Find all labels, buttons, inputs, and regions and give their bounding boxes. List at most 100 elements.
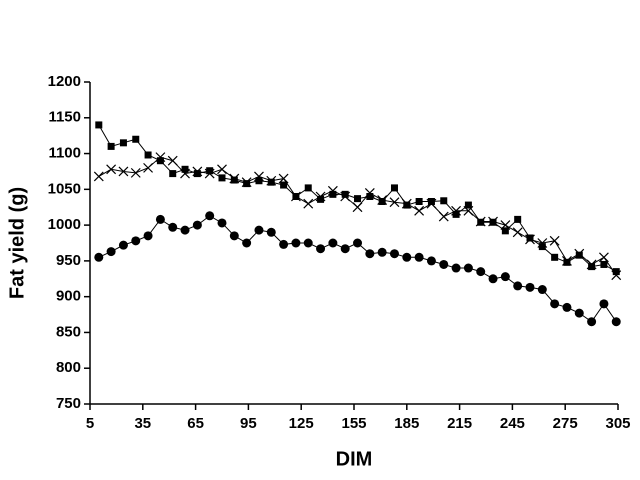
x-axis-label: DIM — [336, 448, 373, 470]
x-tick-label: 35 — [134, 415, 151, 432]
marker — [205, 211, 215, 221]
marker — [525, 234, 535, 245]
marker — [464, 201, 472, 209]
marker — [218, 174, 226, 182]
marker — [514, 215, 522, 223]
marker — [488, 216, 498, 227]
marker — [181, 165, 189, 173]
marker — [599, 299, 609, 309]
y-tick-label: 1100 — [48, 145, 81, 162]
marker — [500, 272, 510, 282]
marker — [107, 142, 115, 150]
marker — [168, 222, 178, 232]
marker — [229, 231, 239, 241]
marker — [365, 249, 375, 259]
marker — [192, 220, 202, 230]
marker — [340, 244, 350, 254]
marker — [427, 197, 435, 205]
marker — [414, 252, 424, 262]
marker — [204, 168, 215, 179]
marker — [316, 244, 326, 254]
x-tick-label: 155 — [341, 415, 366, 432]
marker — [476, 267, 486, 277]
marker — [243, 180, 251, 188]
marker — [611, 270, 622, 281]
marker — [588, 263, 596, 271]
marker — [598, 252, 609, 263]
marker — [279, 239, 289, 249]
marker — [525, 282, 535, 292]
marker — [364, 187, 375, 198]
marker — [304, 184, 312, 192]
marker — [206, 167, 214, 175]
marker — [500, 220, 511, 231]
x-tick-label: 185 — [394, 415, 419, 432]
marker — [611, 317, 621, 327]
marker — [586, 259, 597, 270]
marker — [180, 225, 190, 235]
marker — [290, 191, 301, 202]
marker — [278, 173, 289, 184]
marker — [180, 168, 190, 179]
marker — [118, 240, 128, 250]
marker — [463, 263, 473, 273]
marker — [549, 235, 560, 246]
marker — [378, 197, 386, 205]
y-tick-label: 800 — [56, 359, 81, 376]
marker — [303, 238, 313, 248]
marker — [513, 281, 523, 291]
marker — [402, 252, 412, 262]
marker — [106, 164, 117, 175]
marker — [156, 157, 164, 165]
marker — [93, 171, 104, 182]
y-tick-label: 1000 — [48, 216, 81, 233]
marker — [389, 197, 400, 208]
marker — [266, 227, 276, 237]
marker — [241, 177, 252, 188]
x-tick-label: 125 — [289, 415, 314, 432]
marker — [167, 155, 178, 166]
marker — [451, 263, 461, 273]
marker — [390, 184, 398, 192]
marker — [267, 178, 275, 186]
marker — [439, 259, 449, 269]
marker — [242, 238, 252, 248]
marker — [438, 211, 449, 222]
x-tick-label: 245 — [500, 415, 525, 432]
marker — [118, 166, 129, 177]
y-axis-label: Fat yield (g) — [6, 187, 28, 299]
marker — [106, 247, 116, 257]
marker — [119, 139, 127, 147]
marker — [537, 238, 548, 248]
marker — [229, 173, 240, 184]
marker — [389, 249, 399, 259]
marker — [315, 191, 326, 202]
marker — [217, 164, 227, 175]
marker — [327, 185, 338, 196]
marker — [254, 225, 264, 235]
marker — [501, 227, 509, 235]
marker — [132, 135, 140, 143]
marker — [169, 170, 177, 178]
marker — [144, 151, 152, 159]
marker — [414, 205, 425, 216]
marker — [95, 121, 103, 129]
marker — [291, 238, 301, 248]
marker — [131, 236, 141, 246]
marker — [426, 198, 437, 209]
y-tick-label: 950 — [56, 252, 81, 269]
marker — [415, 197, 423, 205]
marker — [328, 238, 338, 248]
marker — [452, 210, 460, 218]
marker — [377, 195, 388, 205]
marker — [574, 248, 585, 259]
marker — [526, 234, 534, 242]
marker — [217, 218, 227, 228]
marker — [377, 247, 387, 257]
marker — [463, 205, 474, 216]
marker — [575, 251, 583, 259]
marker — [403, 201, 411, 209]
marker — [354, 195, 362, 203]
x-tick-label: 65 — [187, 415, 204, 432]
marker — [155, 214, 165, 224]
